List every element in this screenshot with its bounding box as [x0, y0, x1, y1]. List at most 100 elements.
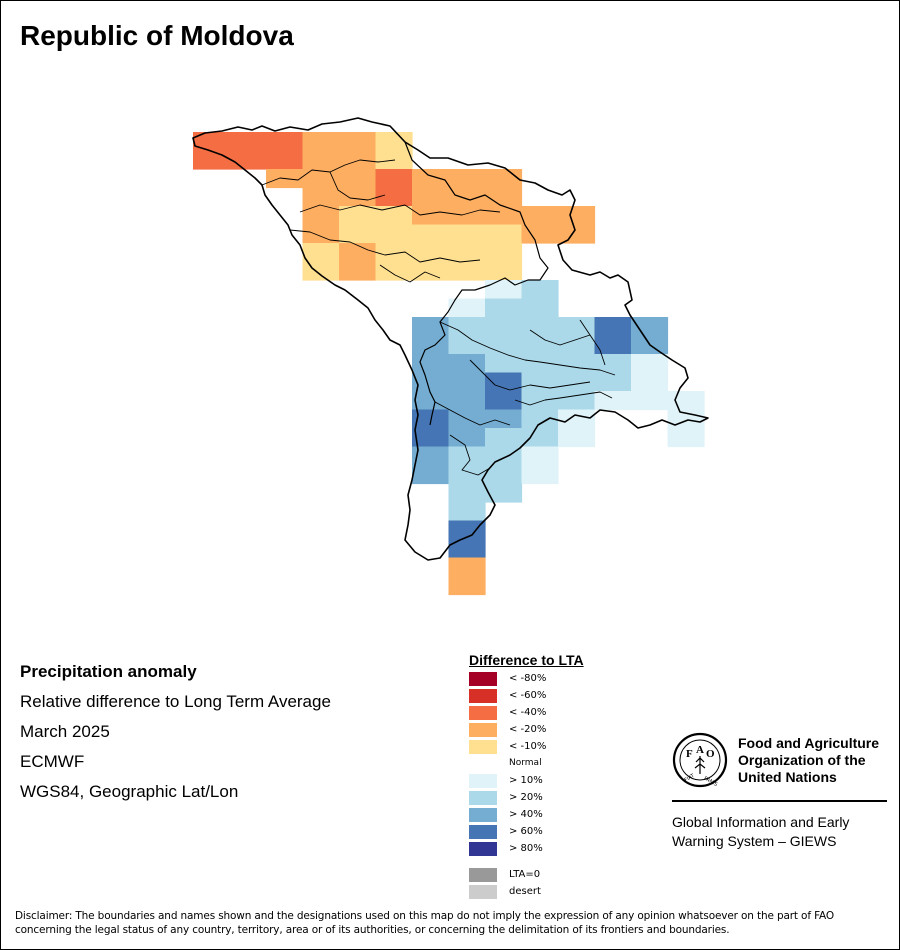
anomaly-cell — [448, 335, 486, 355]
legend: Difference to LTA < -80% < -60% < -40% < -2… — [469, 652, 629, 899]
anomaly-cell — [448, 502, 486, 522]
legend-swatch — [469, 706, 497, 720]
anomaly-cell — [412, 187, 450, 207]
anomaly-cell — [375, 187, 413, 207]
anomaly-cell — [594, 335, 632, 355]
anomaly-cell — [448, 372, 486, 392]
anomaly-cell — [631, 354, 669, 374]
svg-text:FIAT: FIAT — [684, 773, 697, 784]
giews-line-1: Global Information and Early — [672, 814, 850, 830]
anomaly-cell — [448, 243, 486, 263]
anomaly-cell — [558, 335, 596, 355]
anomaly-cell — [302, 187, 340, 207]
country-boundary — [192, 117, 709, 561]
anomaly-cell — [485, 335, 523, 355]
anomaly-cell — [448, 187, 486, 207]
legend-swatch — [469, 757, 497, 771]
anomaly-cell — [193, 132, 231, 152]
anomaly-cell — [594, 372, 632, 392]
anomaly-cell — [521, 317, 559, 337]
anomaly-cell — [448, 483, 486, 503]
anomaly-cell — [266, 132, 304, 152]
anomaly-cell — [521, 224, 559, 244]
anomaly-cell — [485, 465, 523, 485]
anomaly-cell — [485, 409, 523, 429]
info-source: ECMWF — [20, 752, 85, 771]
anomaly-cell — [485, 187, 523, 207]
anomaly-cell — [448, 576, 486, 596]
anomaly-cell — [412, 446, 450, 466]
anomaly-cell — [594, 391, 632, 411]
legend-label: LTA=0 — [509, 869, 541, 880]
anomaly-cell — [558, 428, 596, 448]
anomaly-cell — [631, 317, 669, 337]
anomaly-cell — [193, 150, 231, 170]
anomaly-cell — [448, 539, 486, 559]
anomaly-cell — [375, 261, 413, 281]
anomaly-cell — [448, 557, 486, 577]
anomaly-cell — [448, 465, 486, 485]
legend-swatch — [469, 808, 497, 822]
anomaly-cell — [339, 187, 377, 207]
anomaly-cell — [521, 335, 559, 355]
fao-divider — [672, 800, 887, 802]
anomaly-cell — [667, 391, 705, 411]
anomaly-cell — [485, 298, 523, 318]
anomaly-cell — [339, 132, 377, 152]
legend-label: < -60% — [509, 690, 547, 701]
anomaly-cell — [375, 224, 413, 244]
anomaly-cell — [412, 372, 450, 392]
info-description: Relative difference to Long Term Average — [20, 692, 331, 711]
anomaly-cell — [302, 150, 340, 170]
legend-swatch — [469, 774, 497, 788]
anomaly-cell — [302, 169, 340, 189]
fao-org-line-2: Organization of the — [738, 752, 866, 768]
anomaly-cell — [339, 243, 377, 263]
anomaly-cell — [412, 465, 450, 485]
anomaly-cell — [558, 354, 596, 374]
anomaly-cell — [594, 354, 632, 374]
transnistria-boundary — [404, 141, 549, 426]
anomaly-cell — [302, 132, 340, 152]
anomaly-cell — [448, 298, 486, 318]
anomaly-cell — [412, 354, 450, 374]
anomaly-cell — [558, 224, 596, 244]
legend-label: < -40% — [509, 707, 547, 718]
anomaly-cell — [521, 298, 559, 318]
svg-text:O: O — [706, 748, 715, 760]
anomaly-cell — [521, 372, 559, 392]
anomaly-cell — [412, 317, 450, 337]
anomaly-cell — [412, 169, 450, 189]
disclaimer: Disclaimer: The boundaries and names sho… — [15, 910, 834, 936]
legend-label: < -20% — [509, 724, 547, 735]
anomaly-cell — [521, 446, 559, 466]
info-variable: Precipitation anomaly — [20, 662, 197, 681]
anomaly-cell — [485, 317, 523, 337]
anomaly-cell — [412, 261, 450, 281]
anomaly-cell — [485, 243, 523, 263]
anomaly-cell — [485, 391, 523, 411]
anomaly-cell — [667, 428, 705, 448]
anomaly-cell — [339, 206, 377, 226]
anomaly-cell — [558, 317, 596, 337]
anomaly-cell — [485, 206, 523, 226]
anomaly-cell — [412, 224, 450, 244]
anomaly-cell — [448, 317, 486, 337]
legend-label: < -10% — [509, 741, 547, 752]
legend-swatch — [469, 842, 497, 856]
anomaly-cell — [521, 409, 559, 429]
legend-swatch — [469, 885, 497, 899]
anomaly-cell — [339, 261, 377, 281]
giews-name: Global Information and Early Warning Sys… — [672, 813, 849, 851]
anomaly-cell — [339, 150, 377, 170]
anomaly-cell — [448, 428, 486, 448]
anomaly-cell — [266, 150, 304, 170]
anomaly-cell — [448, 354, 486, 374]
legend-label: > 10% — [509, 775, 543, 786]
anomaly-cell — [558, 206, 596, 226]
anomaly-cell — [485, 483, 523, 503]
anomaly-cell — [448, 446, 486, 466]
legend-title: Difference to LTA — [469, 652, 584, 668]
anomaly-cell — [521, 391, 559, 411]
anomaly-cell — [339, 169, 377, 189]
